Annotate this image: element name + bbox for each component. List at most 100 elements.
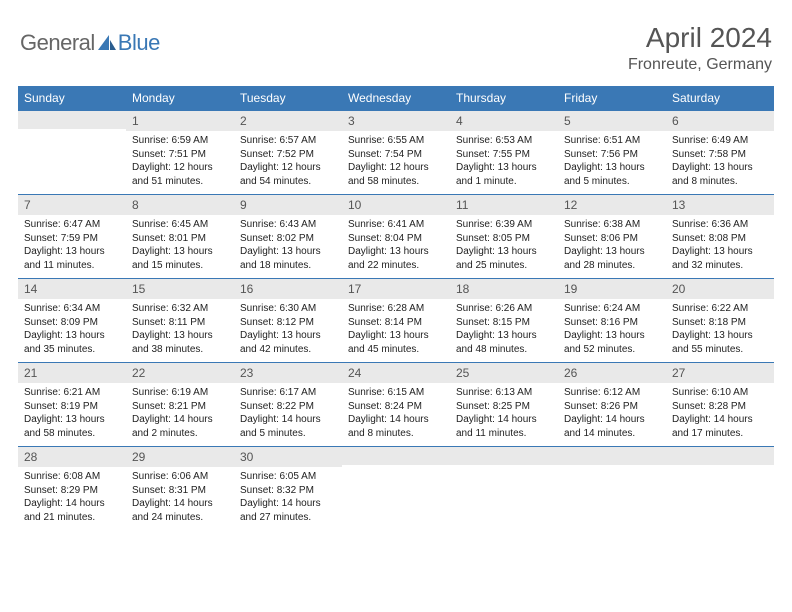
sunset-text: Sunset: 7:54 PM [348, 148, 444, 162]
day-number: 23 [234, 362, 342, 383]
day-details: Sunrise: 6:30 AMSunset: 8:12 PMDaylight:… [234, 299, 342, 362]
day-number: 2 [234, 110, 342, 131]
day-details: Sunrise: 6:24 AMSunset: 8:16 PMDaylight:… [558, 299, 666, 362]
sunrise-text: Sunrise: 6:55 AM [348, 134, 444, 148]
sunrise-text: Sunrise: 6:12 AM [564, 386, 660, 400]
day-details: Sunrise: 6:36 AMSunset: 8:08 PMDaylight:… [666, 215, 774, 278]
day-details: Sunrise: 6:22 AMSunset: 8:18 PMDaylight:… [666, 299, 774, 362]
location-label: Fronreute, Germany [628, 56, 772, 74]
daylight-text: Daylight: 13 hours and 1 minute. [456, 161, 552, 188]
day-number: 11 [450, 194, 558, 215]
calendar-cell: 10Sunrise: 6:41 AMSunset: 8:04 PMDayligh… [342, 194, 450, 278]
daylight-text: Daylight: 13 hours and 55 minutes. [672, 329, 768, 356]
day-details: Sunrise: 6:39 AMSunset: 8:05 PMDaylight:… [450, 215, 558, 278]
day-number [558, 446, 666, 465]
day-details: Sunrise: 6:45 AMSunset: 8:01 PMDaylight:… [126, 215, 234, 278]
daylight-text: Daylight: 13 hours and 45 minutes. [348, 329, 444, 356]
weekday-header: Friday [558, 86, 666, 110]
day-details: Sunrise: 6:47 AMSunset: 7:59 PMDaylight:… [18, 215, 126, 278]
day-number: 30 [234, 446, 342, 467]
calendar-cell: 28Sunrise: 6:08 AMSunset: 8:29 PMDayligh… [18, 446, 126, 530]
sunrise-text: Sunrise: 6:57 AM [240, 134, 336, 148]
daylight-text: Daylight: 13 hours and 22 minutes. [348, 245, 444, 272]
sunrise-text: Sunrise: 6:06 AM [132, 470, 228, 484]
calendar-cell: 1Sunrise: 6:59 AMSunset: 7:51 PMDaylight… [126, 110, 234, 194]
daylight-text: Daylight: 13 hours and 28 minutes. [564, 245, 660, 272]
day-number: 16 [234, 278, 342, 299]
calendar-cell: 9Sunrise: 6:43 AMSunset: 8:02 PMDaylight… [234, 194, 342, 278]
sunrise-text: Sunrise: 6:51 AM [564, 134, 660, 148]
sunset-text: Sunset: 8:04 PM [348, 232, 444, 246]
day-number: 10 [342, 194, 450, 215]
day-number: 13 [666, 194, 774, 215]
sunrise-text: Sunrise: 6:13 AM [456, 386, 552, 400]
sunrise-text: Sunrise: 6:30 AM [240, 302, 336, 316]
calendar-cell [450, 446, 558, 530]
day-details [18, 129, 126, 138]
calendar-cell: 3Sunrise: 6:55 AMSunset: 7:54 PMDaylight… [342, 110, 450, 194]
daylight-text: Daylight: 12 hours and 58 minutes. [348, 161, 444, 188]
day-details: Sunrise: 6:59 AMSunset: 7:51 PMDaylight:… [126, 131, 234, 194]
calendar-cell: 21Sunrise: 6:21 AMSunset: 8:19 PMDayligh… [18, 362, 126, 446]
day-number [666, 446, 774, 465]
calendar-cell: 30Sunrise: 6:05 AMSunset: 8:32 PMDayligh… [234, 446, 342, 530]
sunset-text: Sunset: 8:25 PM [456, 400, 552, 414]
sunset-text: Sunset: 7:52 PM [240, 148, 336, 162]
sunset-text: Sunset: 8:16 PM [564, 316, 660, 330]
sunrise-text: Sunrise: 6:05 AM [240, 470, 336, 484]
sunrise-text: Sunrise: 6:47 AM [24, 218, 120, 232]
sunset-text: Sunset: 7:55 PM [456, 148, 552, 162]
weekday-header: Wednesday [342, 86, 450, 110]
day-number: 12 [558, 194, 666, 215]
calendar-cell: 24Sunrise: 6:15 AMSunset: 8:24 PMDayligh… [342, 362, 450, 446]
sunset-text: Sunset: 8:14 PM [348, 316, 444, 330]
daylight-text: Daylight: 12 hours and 54 minutes. [240, 161, 336, 188]
sunrise-text: Sunrise: 6:38 AM [564, 218, 660, 232]
calendar-page: GeneralBlue April 2024 Fronreute, German… [0, 0, 792, 540]
day-details [666, 465, 774, 474]
daylight-text: Daylight: 14 hours and 21 minutes. [24, 497, 120, 524]
sunset-text: Sunset: 8:12 PM [240, 316, 336, 330]
calendar-cell: 12 Sunrise: 6:38 AMSunset: 8:06 PMDayligh… [558, 194, 666, 278]
sunset-text: Sunset: 8:19 PM [24, 400, 120, 414]
daylight-text: Daylight: 14 hours and 14 minutes. [564, 413, 660, 440]
sunset-text: Sunset: 8:15 PM [456, 316, 552, 330]
daylight-text: Daylight: 13 hours and 18 minutes. [240, 245, 336, 272]
calendar-cell: 26Sunrise: 6:12 AMSunset: 8:26 PMDayligh… [558, 362, 666, 446]
sunrise-text: Sunrise: 6:22 AM [672, 302, 768, 316]
daylight-text: Daylight: 14 hours and 24 minutes. [132, 497, 228, 524]
calendar-cell: 18Sunrise: 6:26 AMSunset: 8:15 PMDayligh… [450, 278, 558, 362]
sunset-text: Sunset: 8:11 PM [132, 316, 228, 330]
day-details: Sunrise: 6:13 AMSunset: 8:25 PMDaylight:… [450, 383, 558, 446]
daylight-text: Daylight: 13 hours and 8 minutes. [672, 161, 768, 188]
sunset-text: Sunset: 8:01 PM [132, 232, 228, 246]
day-number: 26 [558, 362, 666, 383]
calendar-cell [342, 446, 450, 530]
day-details: Sunrise: 6:51 AMSunset: 7:56 PMDaylight:… [558, 131, 666, 194]
calendar-cell: 23Sunrise: 6:17 AMSunset: 8:22 PMDayligh… [234, 362, 342, 446]
sunrise-text: Sunrise: 6:39 AM [456, 218, 552, 232]
day-details: Sunrise: 6:10 AMSunset: 8:28 PMDaylight:… [666, 383, 774, 446]
day-number: 15 [126, 278, 234, 299]
day-number: 6 [666, 110, 774, 131]
day-details: Sunrise: 6:17 AMSunset: 8:22 PMDaylight:… [234, 383, 342, 446]
calendar-cell: 25Sunrise: 6:13 AMSunset: 8:25 PMDayligh… [450, 362, 558, 446]
day-number [342, 446, 450, 465]
daylight-text: Daylight: 14 hours and 11 minutes. [456, 413, 552, 440]
sunrise-text: Sunrise: 6:19 AM [132, 386, 228, 400]
calendar-cell: 16Sunrise: 6:30 AMSunset: 8:12 PMDayligh… [234, 278, 342, 362]
day-details: Sunrise: 6:41 AMSunset: 8:04 PMDaylight:… [342, 215, 450, 278]
sunrise-text: Sunrise: 6:17 AM [240, 386, 336, 400]
day-details: Sunrise: 6:26 AMSunset: 8:15 PMDaylight:… [450, 299, 558, 362]
sunset-text: Sunset: 8:06 PM [564, 232, 660, 246]
day-details: Sunrise: 6:19 AMSunset: 8:21 PMDaylight:… [126, 383, 234, 446]
brand-part1: General [20, 30, 95, 55]
sunset-text: Sunset: 8:31 PM [132, 484, 228, 498]
calendar-cell: 5Sunrise: 6:51 AMSunset: 7:56 PMDaylight… [558, 110, 666, 194]
sunrise-text: Sunrise: 6:24 AM [564, 302, 660, 316]
daylight-text: Daylight: 13 hours and 42 minutes. [240, 329, 336, 356]
sunset-text: Sunset: 8:32 PM [240, 484, 336, 498]
calendar-cell: 13Sunrise: 6:36 AMSunset: 8:08 PMDayligh… [666, 194, 774, 278]
brand-logo: GeneralBlue [20, 22, 160, 64]
calendar-cell: 27Sunrise: 6:10 AMSunset: 8:28 PMDayligh… [666, 362, 774, 446]
